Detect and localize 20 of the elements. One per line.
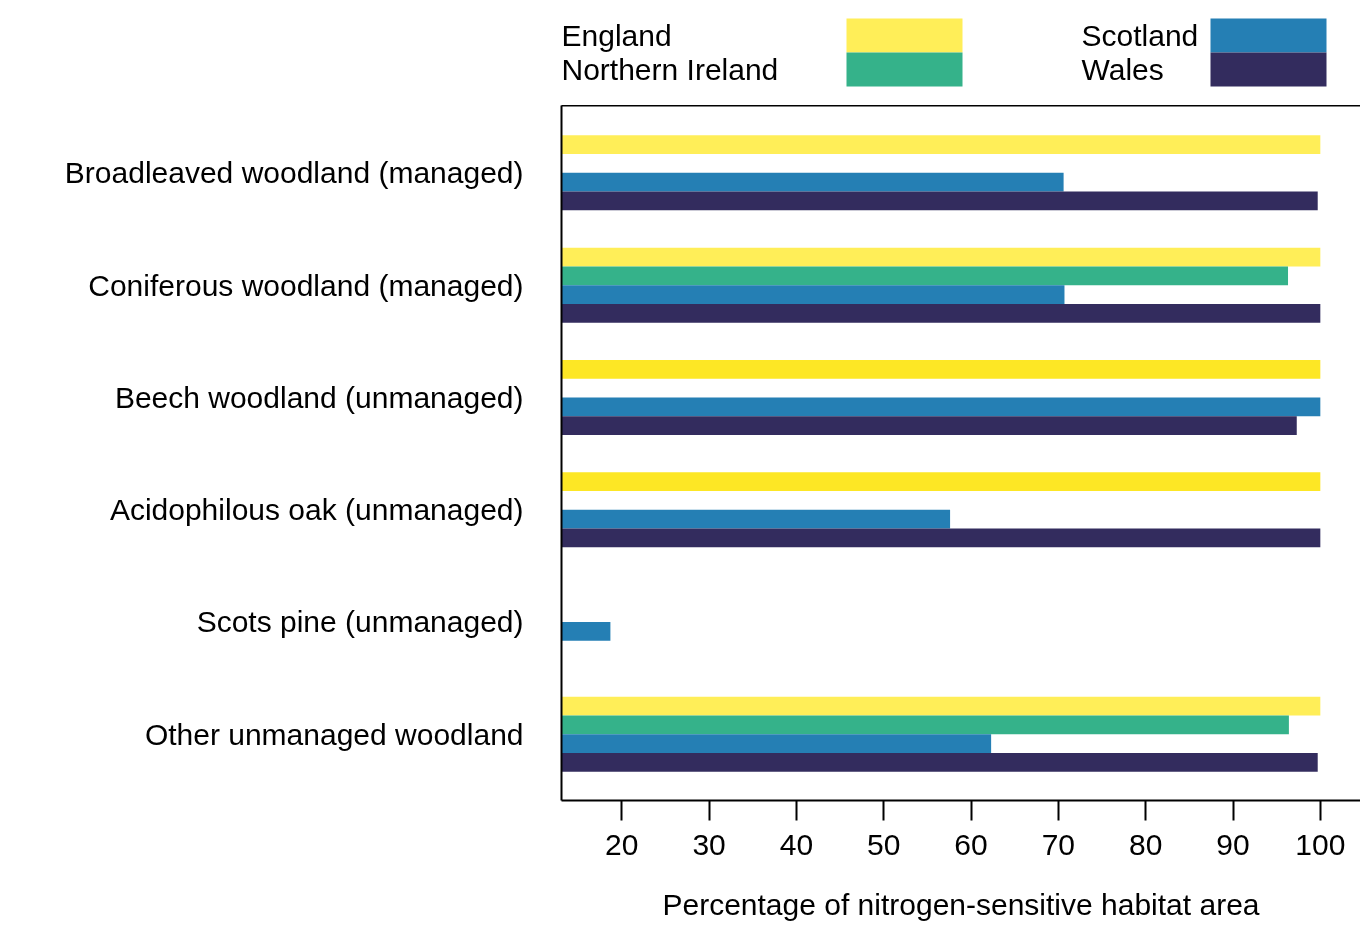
x-tick-label: 80 xyxy=(1129,827,1163,861)
legend-label: Northern Ireland xyxy=(561,53,779,86)
x-tick-label: 100 xyxy=(1295,827,1346,861)
x-tick-label: 20 xyxy=(605,827,639,861)
text: England xyxy=(561,19,672,52)
y-tick-label: Acidophilous oak (unmanaged) xyxy=(109,493,524,527)
x-tick-label: 70 xyxy=(1041,827,1076,861)
x-tick-label: 30 xyxy=(692,827,726,861)
x-tick-label: 50 xyxy=(867,827,901,861)
y-tick-label: Beech woodland (unmanaged) xyxy=(114,380,524,414)
y-tick-label: Other unmanaged woodland xyxy=(144,717,524,751)
y-tick-label: Broadleaved woodland (managed) xyxy=(64,156,524,190)
legend-label: Scotland xyxy=(1081,19,1199,52)
x-axis-title: Percentage of nitrogen-sensitive habitat area xyxy=(662,887,1260,921)
y-tick-label: Coniferous woodland (managed) xyxy=(88,268,524,302)
y-tick-label: Scots pine (unmanaged) xyxy=(196,605,524,639)
x-tick-label: 90 xyxy=(1216,827,1250,861)
x-tick-label: 40 xyxy=(779,827,814,861)
x-tick-label: 60 xyxy=(954,827,988,861)
legend-label: Wales xyxy=(1081,53,1164,86)
